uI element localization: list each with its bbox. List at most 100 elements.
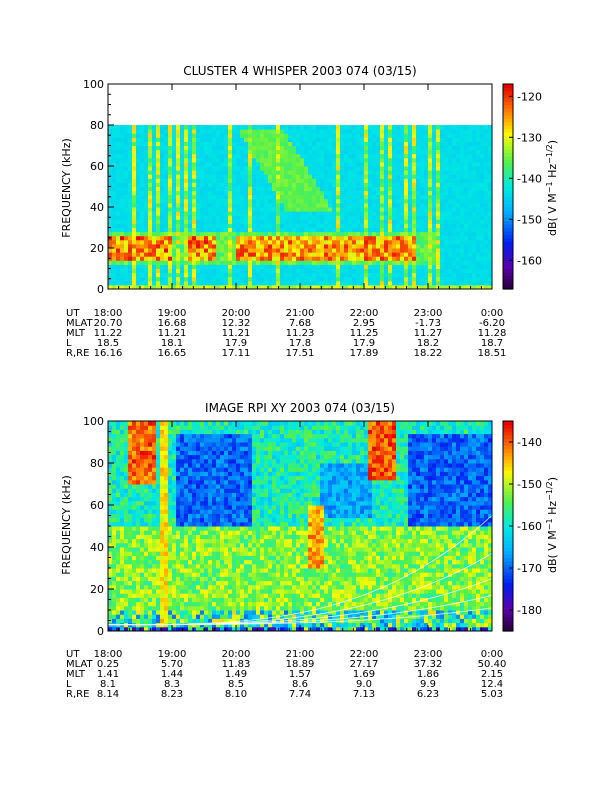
panel1-cell	[224, 215, 229, 220]
panel1-cell	[236, 239, 241, 245]
panel1-cell	[224, 243, 229, 249]
panel1-cell	[332, 256, 337, 261]
panel1-cell	[352, 190, 357, 196]
panel1-cell	[420, 202, 425, 208]
panel1-cell	[448, 186, 453, 192]
panel2-cell	[116, 442, 121, 447]
panel1-cell	[472, 223, 477, 228]
panel1-cell	[316, 186, 321, 192]
panel1-cell	[316, 190, 321, 196]
panel1-cell	[268, 137, 273, 142]
panel1-cell	[216, 235, 221, 241]
panel1-cell	[412, 125, 417, 130]
panel1-cell	[220, 161, 225, 167]
panel1-cell	[420, 268, 425, 274]
panel1-cell	[288, 190, 293, 196]
panel1-cell	[136, 276, 141, 282]
panel1-cell	[312, 235, 317, 241]
panel1-cell	[312, 194, 317, 200]
panel1-cell	[180, 202, 185, 208]
panel1-cell	[296, 215, 301, 220]
panel1-cell	[168, 239, 173, 245]
panel2-cell	[108, 421, 113, 426]
panel1-cell	[272, 223, 277, 228]
panel2-cell	[156, 534, 161, 540]
panel1-cell	[132, 125, 137, 130]
panel1-cell	[396, 207, 401, 212]
panel1-cell	[200, 145, 205, 151]
panel1-cell	[396, 190, 401, 196]
panel1-cell	[152, 280, 157, 286]
panel2-cell	[124, 475, 129, 481]
panel1-cell	[184, 268, 189, 274]
panel1-cell	[428, 194, 433, 200]
panel2-cell	[116, 618, 121, 624]
panel1-cell	[424, 207, 429, 212]
panel1-cell	[148, 219, 153, 224]
panel1-cell	[360, 264, 365, 269]
panel1-cell	[392, 211, 397, 216]
panel1-cell	[136, 198, 141, 204]
panel2-cell	[112, 530, 117, 535]
panel1-colorbar-tick-label: -160	[517, 254, 542, 267]
panel1-cell	[360, 260, 365, 265]
panel1-cell	[468, 215, 473, 220]
panel1-cell	[284, 161, 289, 167]
panel1-cell	[248, 161, 253, 167]
panel1-cell	[224, 268, 229, 274]
panel1-cell	[352, 166, 357, 171]
panel1-cell	[160, 202, 165, 208]
panel2-cell	[128, 463, 133, 468]
panel1-cell	[404, 141, 409, 146]
panel1-cell	[464, 231, 469, 237]
panel1-colorbar-cell	[503, 172, 513, 177]
panel1-cell	[332, 264, 337, 269]
panel1-cell	[108, 264, 113, 269]
panel1-cell	[268, 129, 273, 134]
panel1-cell	[384, 178, 389, 183]
panel1-cell	[472, 157, 477, 163]
panel2-cell	[164, 509, 169, 514]
panel1-cell	[420, 186, 425, 192]
panel1-cell	[224, 145, 229, 151]
panel1-colorbar-cell	[503, 104, 513, 109]
panel1-cell	[292, 174, 297, 179]
panel1-cell	[180, 174, 185, 179]
panel1-cell	[380, 133, 385, 138]
panel1-cell	[352, 194, 357, 200]
panel1-cell	[184, 272, 189, 278]
panel2-cell	[128, 425, 133, 430]
panel1-cell	[388, 264, 393, 269]
panel1-cell	[116, 264, 121, 269]
panel1-cell	[448, 141, 453, 146]
panel1-cell	[260, 268, 265, 274]
panel1-cell	[212, 194, 217, 200]
panel2-cell	[156, 425, 161, 430]
panel1-cell	[360, 133, 365, 138]
panel1-cell	[448, 161, 453, 167]
panel1-cell	[364, 141, 369, 146]
panel1-cell	[456, 186, 461, 192]
panel1-cell	[356, 161, 361, 167]
panel1-cell	[208, 166, 213, 171]
panel1-cell	[256, 264, 261, 269]
panel1-cell	[320, 256, 325, 261]
panel1-cell	[288, 125, 293, 130]
panel1-cell	[148, 153, 153, 159]
panel1-cell	[256, 219, 261, 224]
panel1-cell	[208, 170, 213, 175]
panel1-cell	[472, 166, 477, 171]
panel1-cell	[420, 243, 425, 249]
panel2-cell	[152, 421, 157, 426]
panel2-cell	[164, 584, 169, 590]
panel1-cell	[268, 219, 273, 224]
panel1-cell	[308, 256, 313, 261]
panel1-cell	[272, 182, 277, 187]
panel1-cell	[384, 272, 389, 278]
panel1-cell	[392, 137, 397, 142]
panel1-cell	[264, 190, 269, 196]
panel1-cell	[424, 252, 429, 257]
panel1-cell	[224, 153, 229, 159]
panel2-cell	[172, 467, 177, 472]
panel1-cell	[344, 125, 349, 130]
